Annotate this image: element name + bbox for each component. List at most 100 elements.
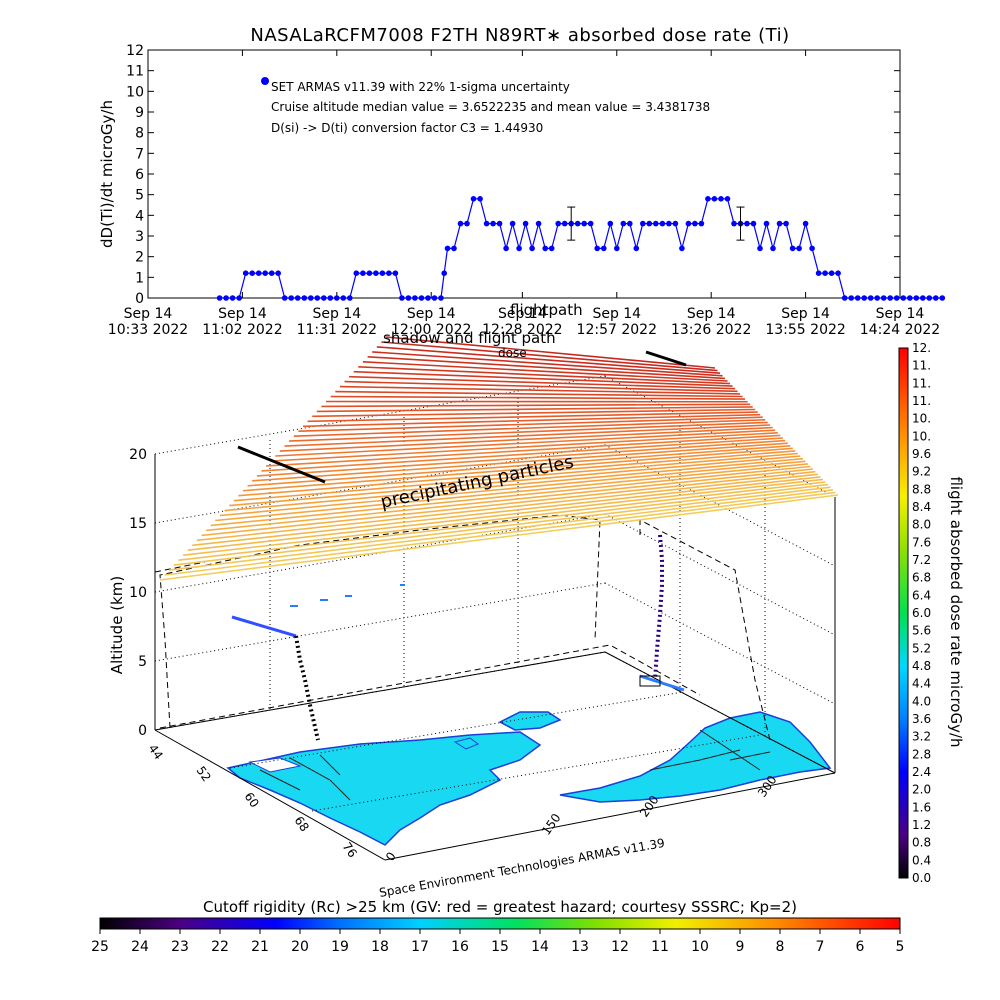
- rigidity-tick-18: 7: [816, 939, 825, 955]
- dose-xtick-time-3: 12:00 2022: [391, 322, 471, 338]
- dose-point-78: [718, 196, 724, 202]
- dose-point-56: [574, 220, 581, 227]
- dose-ytick-label-12: 12: [126, 43, 144, 59]
- precip-line-47: [169, 489, 834, 571]
- rigidity-colorbar-title: Cutoff rigidity (Rc) >25 km (GV: red = g…: [203, 898, 797, 916]
- dose-point-63: [620, 220, 627, 227]
- dose-point-49: [529, 245, 535, 252]
- dose-point-58: [587, 220, 594, 227]
- dose-cbar-tick-9: 3.6: [912, 712, 931, 726]
- precip-line-34: [229, 455, 801, 507]
- dose-point-38: [457, 220, 464, 227]
- altitude-tick-0: 0: [138, 723, 147, 739]
- dose-point-44: [496, 220, 503, 227]
- dose-xtick-date-5: Sep 14: [592, 306, 641, 322]
- dose-cbar-tick-30: 12.: [912, 341, 931, 355]
- precip-line-7: [353, 370, 733, 387]
- rigidity-tick-10: 15: [491, 939, 509, 955]
- rigidity-tick-8: 17: [411, 939, 429, 955]
- rigidity-tick-9: 16: [451, 939, 469, 955]
- dose-cbar-tick-22: 8.8: [912, 482, 931, 496]
- dose-point-72: [679, 245, 685, 252]
- precip-line-44: [183, 481, 826, 556]
- dose-point-45: [503, 245, 509, 252]
- dose-point-6: [255, 270, 262, 277]
- dose-point-34: [438, 295, 444, 301]
- dose-point-85: [763, 220, 770, 227]
- dose-point-53: [555, 220, 561, 227]
- rigidity-tick-12: 13: [571, 939, 589, 955]
- precip-line-48: [164, 491, 836, 576]
- dose-point-100: [861, 295, 867, 301]
- dose-colorbar-ticks: 0.0 0.4 0.8 1.2 1.6 2.0 2.4 2.8 3.2 3.6 4.0 4.4 4.8 5…: [912, 341, 931, 885]
- dose-point-59: [594, 245, 600, 252]
- dose-point-89: [789, 245, 796, 252]
- dose-point-94: [822, 270, 828, 277]
- dose-point-39: [464, 220, 470, 227]
- dose-cbar-tick-18: 7.2: [912, 553, 931, 567]
- dose-point-27: [392, 270, 399, 277]
- precip-line-41: [196, 473, 818, 542]
- country-borders: [259, 729, 771, 801]
- dose-point-61: [607, 220, 614, 227]
- dose-ytick-label-10: 10: [126, 84, 144, 100]
- dose-point-4: [242, 270, 249, 277]
- lat-tick-44: 44: [146, 742, 166, 763]
- altitude-tick-15: 15: [129, 516, 147, 532]
- precip-line-49: [159, 494, 839, 581]
- dose-point-99: [854, 295, 861, 301]
- dose-xtick-date-7: Sep 14: [781, 306, 830, 322]
- dose-point-10: [281, 295, 288, 301]
- dose-cbar-tick-6: 2.4: [912, 765, 931, 779]
- dose-point-51: [542, 245, 548, 252]
- dose-series: [216, 196, 946, 301]
- rigidity-tick-16: 9: [736, 939, 745, 955]
- dose-point-37: [451, 245, 457, 252]
- dose-point-108: [913, 295, 920, 301]
- rigidity-tick-0: 25: [91, 939, 109, 955]
- dose-point-36: [444, 245, 451, 252]
- dose-xtick-date-4: Sep 14: [498, 306, 547, 322]
- rigidity-tick-15: 10: [691, 939, 709, 955]
- altitude-tick-5: 5: [138, 654, 147, 670]
- dose-line: [219, 198, 943, 299]
- dose-point-91: [802, 220, 809, 227]
- dose-xtick-time-0: 10:33 2022: [108, 322, 188, 338]
- altitude-axis-label: Altitude (km): [108, 576, 126, 674]
- dose-point-46: [509, 220, 516, 227]
- precip-line-1: [381, 341, 718, 372]
- dose-point-54: [561, 220, 568, 227]
- dose-point-87: [776, 220, 783, 227]
- dose-ytick-label-6: 6: [135, 167, 144, 183]
- dose-xtick-time-2: 11:31 2022: [297, 322, 377, 338]
- dose-point-28: [399, 295, 405, 301]
- precip-line-30: [247, 445, 791, 487]
- arrival-marker: [639, 675, 661, 687]
- precip-line-19: [298, 416, 763, 432]
- dose-point-11: [288, 295, 295, 301]
- dose-point-77: [711, 196, 718, 202]
- rigidity-colorbar: [99, 917, 901, 930]
- rigidity-tick-19: 6: [856, 939, 865, 955]
- dose-point-50: [535, 220, 542, 227]
- dose-point-14: [308, 295, 314, 301]
- dose-xtick-time-1: 11:02 2022: [202, 322, 282, 338]
- flight-high-b: [645, 350, 687, 367]
- dose-point-1: [223, 295, 229, 301]
- dose-cbar-tick-19: 7.6: [912, 535, 931, 549]
- precip-line-42: [192, 476, 821, 547]
- precip-line-12: [330, 395, 746, 400]
- dose-ytick-label-0: 0: [135, 291, 144, 307]
- precip-line-39: [206, 468, 813, 532]
- dose-point-52: [548, 245, 555, 252]
- lon-tick-150: 150: [539, 811, 564, 838]
- land-greenland: [498, 711, 562, 731]
- precip-line-4: [367, 356, 726, 380]
- dose-point-22: [360, 270, 366, 277]
- lat-tick-52: 52: [194, 764, 214, 785]
- lat-tick-60: 60: [242, 790, 262, 811]
- dose-point-64: [627, 220, 633, 227]
- dose-point-112: [939, 295, 946, 301]
- precip-line-11: [335, 390, 743, 398]
